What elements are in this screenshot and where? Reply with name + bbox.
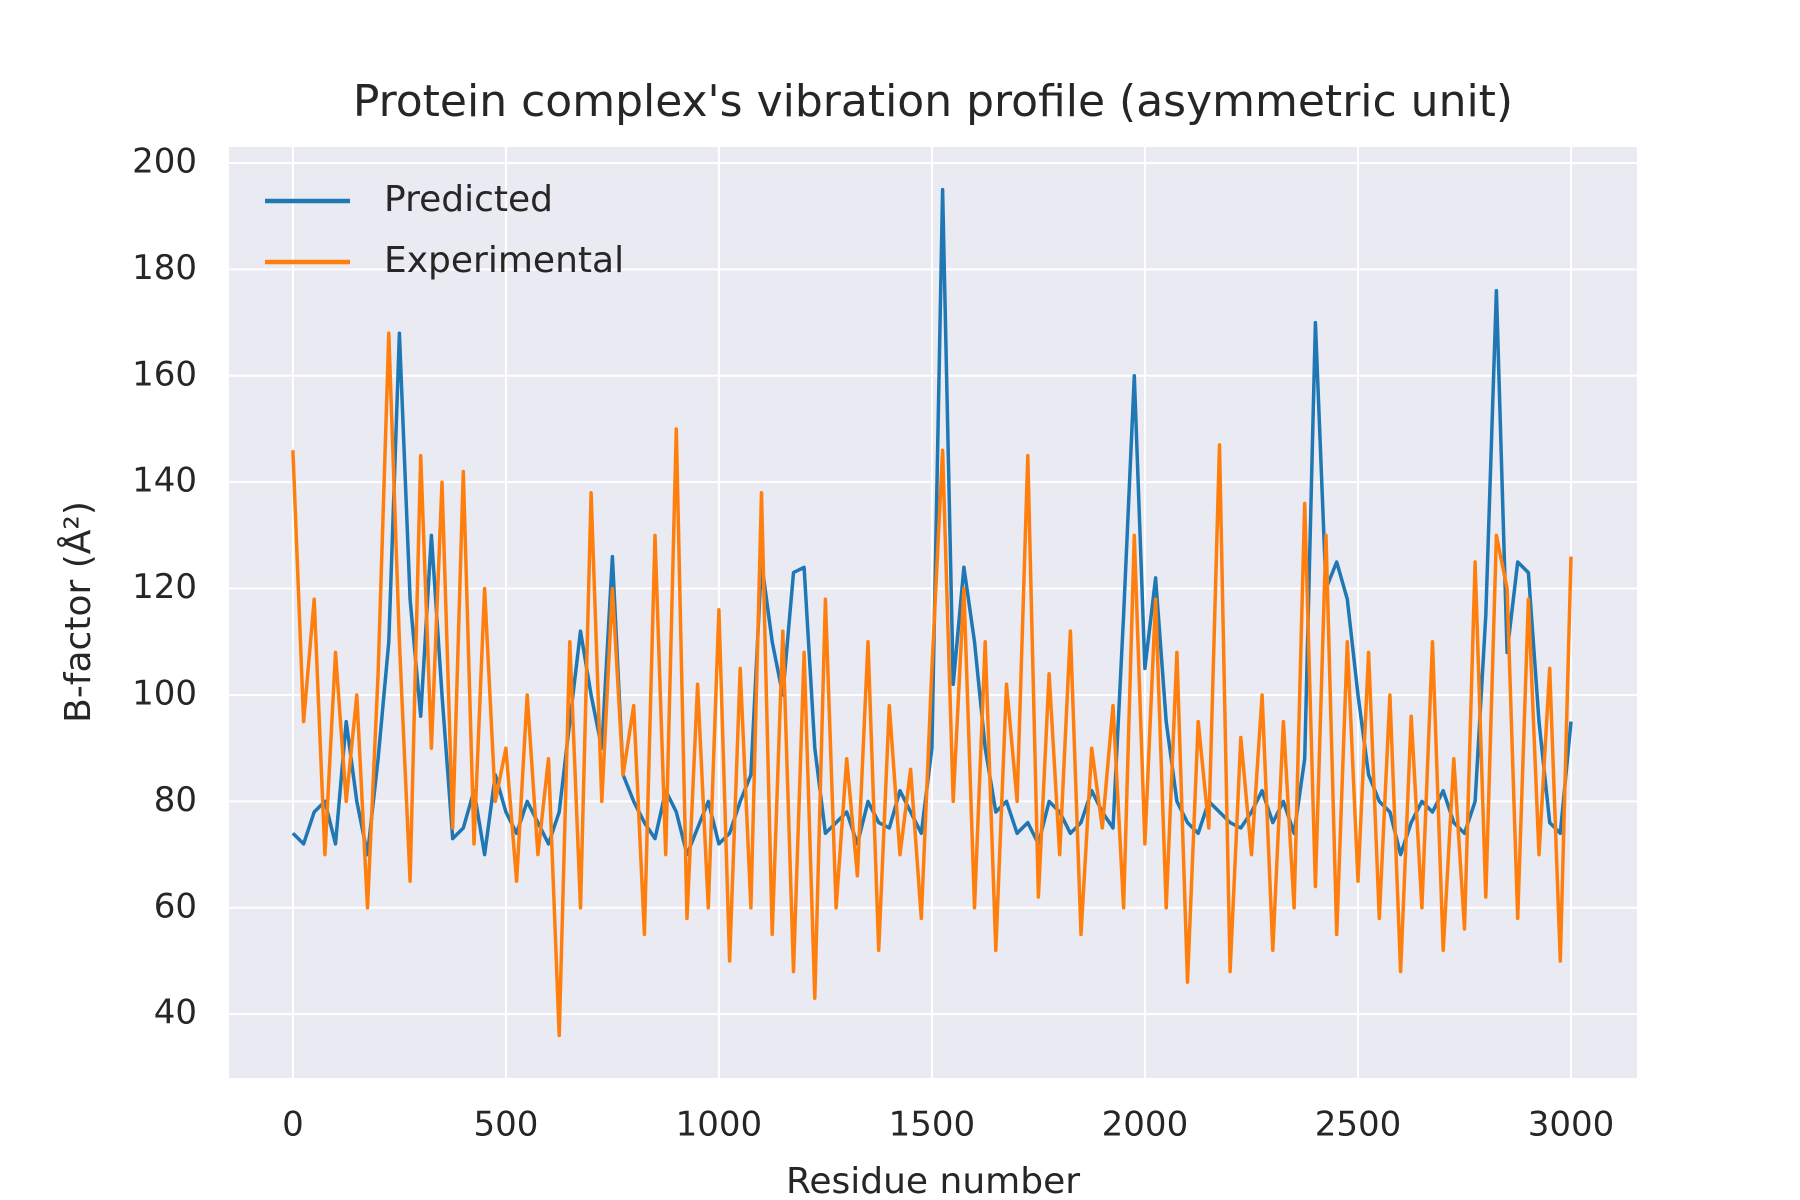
y-tick-label: 100	[132, 673, 197, 713]
chart-title: Protein complex's vibration profile (asy…	[353, 76, 1513, 127]
y-tick-label: 40	[154, 993, 197, 1033]
y-tick-label: 120	[132, 567, 197, 607]
data-line	[291, 331, 1573, 1038]
y-tick-label: 80	[154, 780, 197, 820]
y-tick-label: 60	[154, 886, 197, 926]
y-tick-label: 180	[132, 248, 197, 288]
x-tick-label: 2000	[1102, 1105, 1189, 1145]
y-tick-label: 160	[132, 354, 197, 394]
x-tick-label: 2500	[1315, 1105, 1402, 1145]
y-tick-label: 200	[132, 141, 197, 181]
legend-label: Experimental	[384, 240, 624, 281]
y-axis-label: B-factor (Å²)	[56, 501, 99, 723]
x-tick-label: 1000	[676, 1105, 763, 1145]
x-tick-label: 500	[473, 1105, 538, 1145]
data-line	[291, 187, 1573, 857]
x-tick-label: 0	[282, 1105, 304, 1145]
x-tick-label: 3000	[1528, 1105, 1615, 1145]
legend-label: Predicted	[384, 179, 553, 220]
y-tick-label: 140	[132, 461, 197, 501]
x-axis-label: Residue number	[786, 1161, 1080, 1200]
x-tick-label: 1500	[889, 1105, 976, 1145]
